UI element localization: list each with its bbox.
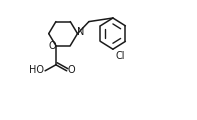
Text: HO: HO — [29, 65, 44, 75]
Text: O: O — [49, 41, 56, 51]
Text: O: O — [68, 65, 75, 75]
Text: N: N — [77, 27, 85, 37]
Text: Cl: Cl — [115, 51, 125, 61]
